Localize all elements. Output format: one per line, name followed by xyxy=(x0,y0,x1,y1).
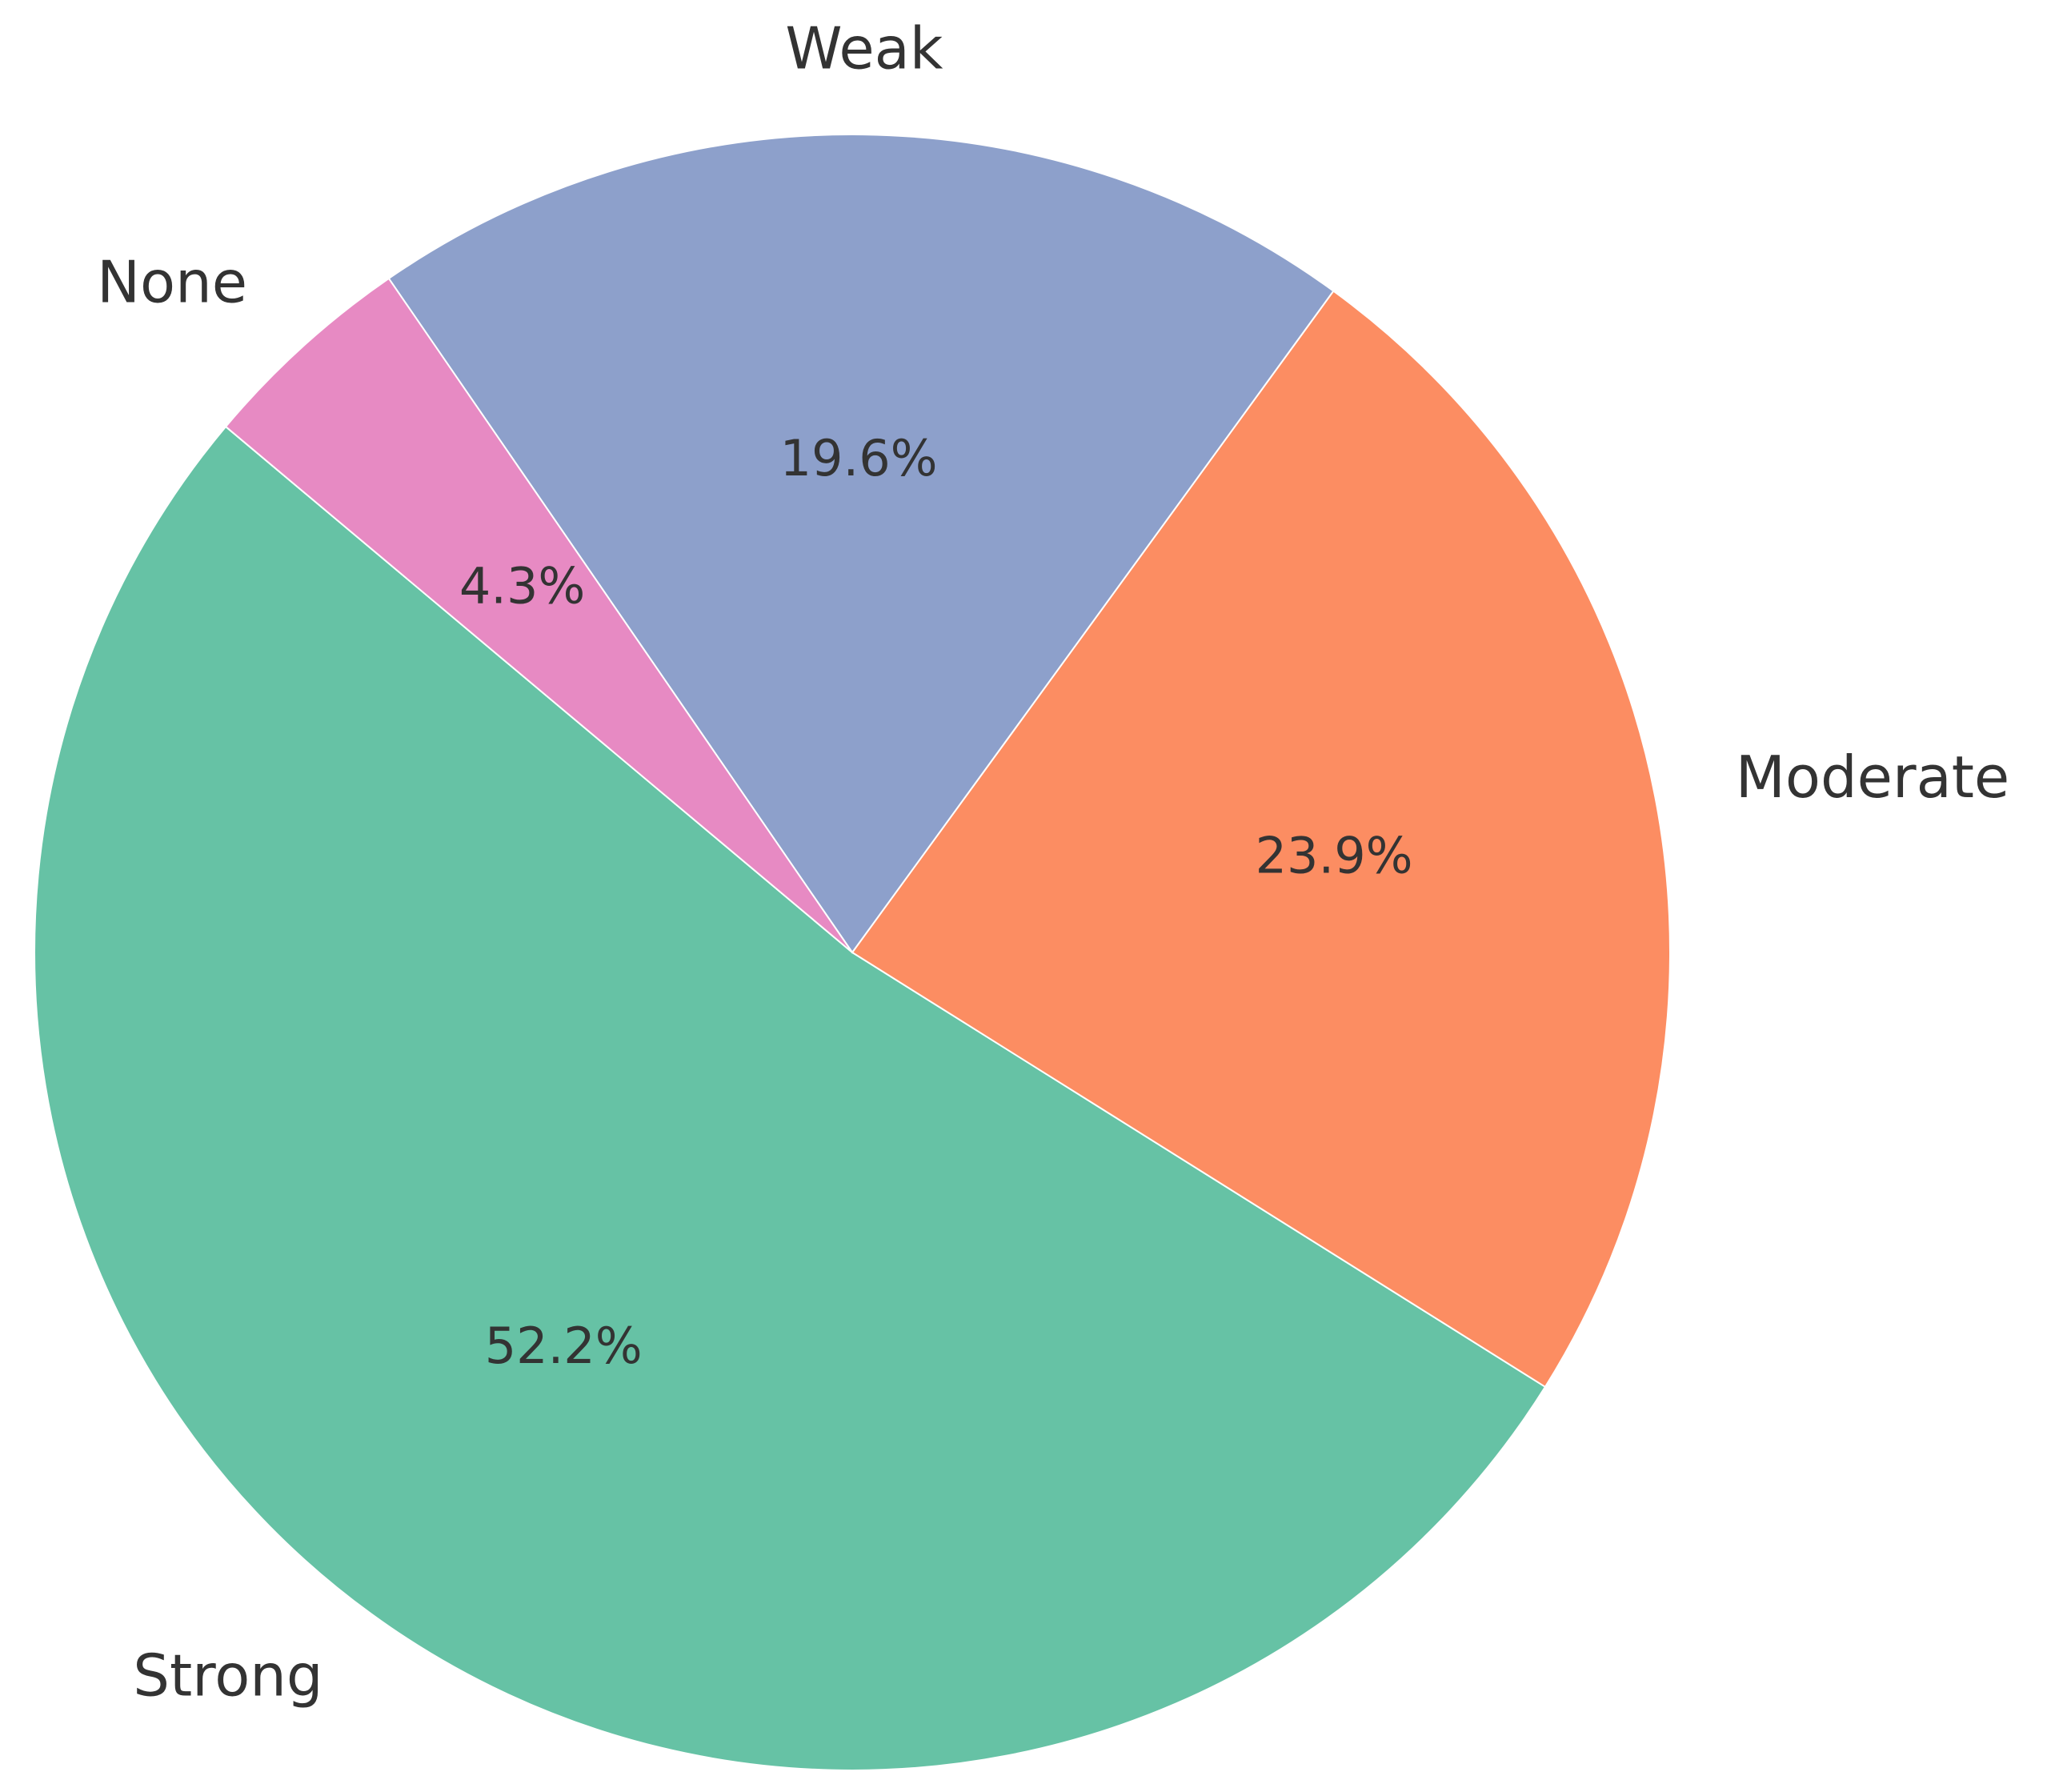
pie-label-none: None xyxy=(97,249,247,316)
pie-value-label-none: 4.3% xyxy=(459,556,586,615)
pie-slice-none xyxy=(224,277,853,953)
pie-value-label-strong: 52.2% xyxy=(485,1317,643,1375)
pie-slice-weak xyxy=(387,134,1335,954)
pie-label-strong: Strong xyxy=(133,1642,322,1710)
pie-label-weak: Weak xyxy=(785,14,943,82)
pie-labels: Strong 52.2% Moderate 23.9% Weak 19.6% None 4.3… xyxy=(97,14,2009,1709)
pie-slice-moderate xyxy=(851,290,1671,1389)
pie-value-label-moderate: 23.9% xyxy=(1256,827,1413,885)
pie-slices xyxy=(34,134,1671,1771)
pie-label-moderate: Moderate xyxy=(1736,744,2009,811)
pie-value-label-weak: 19.6% xyxy=(780,429,938,487)
pie-slice-strong xyxy=(34,425,1547,1771)
